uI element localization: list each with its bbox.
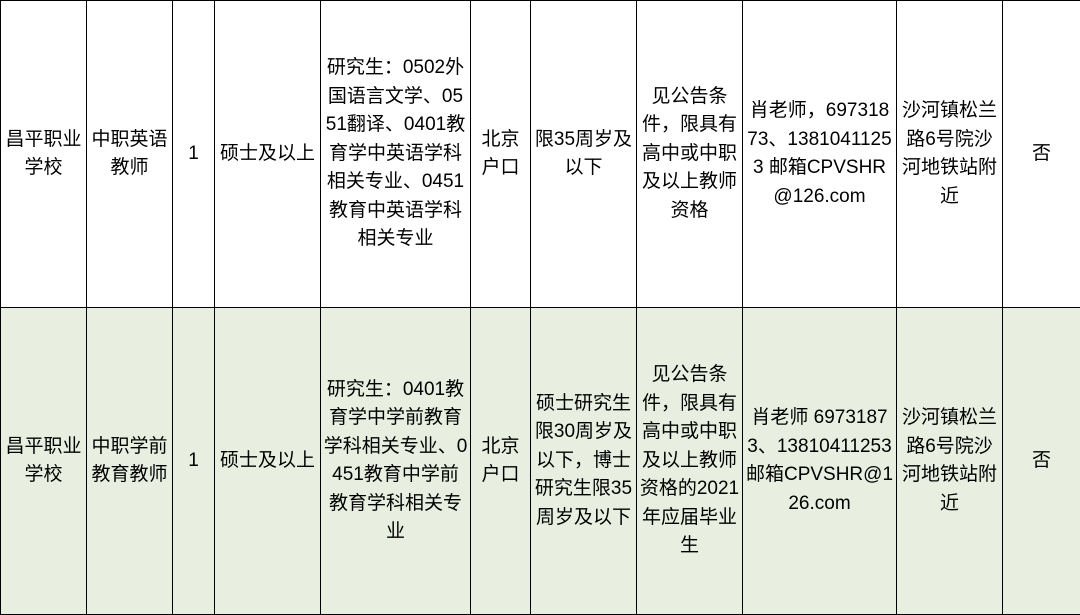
- cell-school: 昌平职业学校: [1, 1, 87, 308]
- cell-count: 1: [173, 1, 215, 308]
- table-row: 昌平职业学校 中职学前教育教师 1 硕士及以上 研究生：0401教育学中学前教育…: [1, 308, 1080, 615]
- cell-address: 沙河镇松兰路6号院沙河地铁站附近: [897, 1, 1003, 308]
- cell-yesno: 否: [1003, 1, 1080, 308]
- cell-address: 沙河镇松兰路6号院沙河地铁站附近: [897, 308, 1003, 615]
- cell-contact: 肖老师，69731873、13810411253 邮箱CPVSHR@126.co…: [743, 1, 897, 308]
- cell-other: 见公告条件，限具有高中或中职及以上教师资格的2021年应届毕业生: [637, 308, 743, 615]
- cell-hukou: 北京户口: [471, 1, 531, 308]
- cell-count: 1: [173, 308, 215, 615]
- recruitment-table: 昌平职业学校 中职英语教师 1 硕士及以上 研究生：0502外国语言文学、055…: [0, 0, 1080, 615]
- cell-major: 研究生：0401教育学中学前教育学科相关专业、0451教育中学前教育学科相关专业: [321, 308, 471, 615]
- cell-other: 见公告条件，限具有高中或中职及以上教师资格: [637, 1, 743, 308]
- table-row: 昌平职业学校 中职英语教师 1 硕士及以上 研究生：0502外国语言文学、055…: [1, 1, 1080, 308]
- cell-yesno: 否: [1003, 308, 1080, 615]
- cell-school: 昌平职业学校: [1, 308, 87, 615]
- cell-degree: 硕士及以上: [215, 1, 321, 308]
- cell-contact: 肖老师 69731873、13810411253 邮箱CPVSHR@126.co…: [743, 308, 897, 615]
- cell-age: 限35周岁及以下: [531, 1, 637, 308]
- cell-major: 研究生：0502外国语言文学、0551翻译、0401教育学中英语学科相关专业、0…: [321, 1, 471, 308]
- cell-hukou: 北京户口: [471, 308, 531, 615]
- cell-age: 硕士研究生限30周岁及以下，博士研究生限35周岁及以下: [531, 308, 637, 615]
- cell-position: 中职英语教师: [87, 1, 173, 308]
- cell-degree: 硕士及以上: [215, 308, 321, 615]
- cell-position: 中职学前教育教师: [87, 308, 173, 615]
